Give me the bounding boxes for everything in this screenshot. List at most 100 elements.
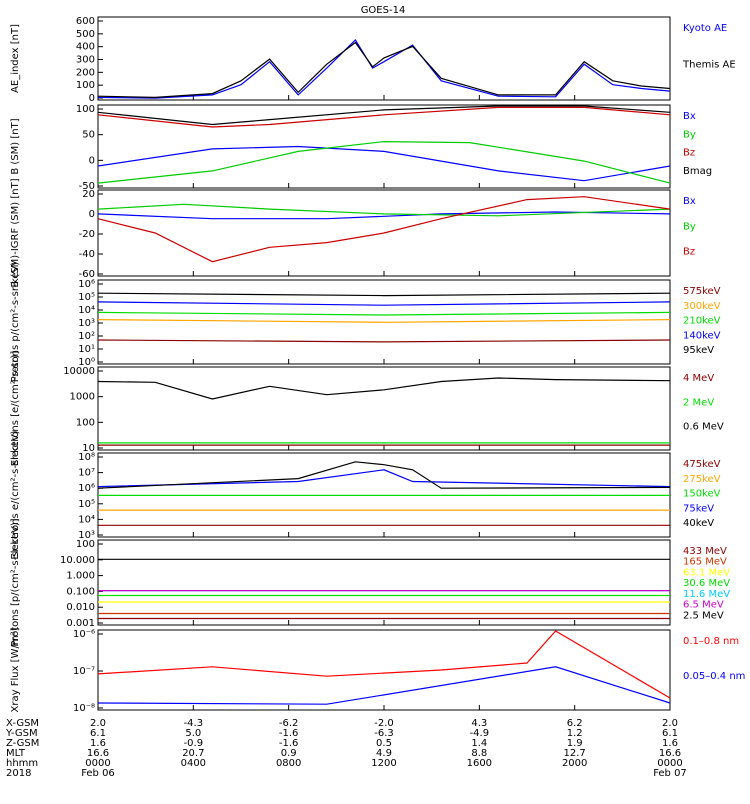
legend-entry-3-0: 575keV [683,286,721,297]
panel-7-ytick-label: 10⁻⁸ [73,703,95,714]
panel-5-ytick-label: 10⁷ [78,468,95,479]
series-line-3-1 [97,319,671,323]
xaxis-value: 4.3 [471,718,487,729]
panel-ylabel-3: Protons p/(cm²-s-sr-keV) [10,262,21,383]
legend-entry-6-2: 63.1 MeV [683,567,730,578]
panel-4-ytick-label: 10 [82,443,95,454]
xaxis-value: 0000 [657,758,682,769]
panel-ylabel-5: Electrons e/(cm²-s-sr-keV) [10,430,21,559]
xaxis-value: -6.2 [279,718,299,729]
panel-3-ytick-label: 10³ [78,318,95,329]
xaxis-value: 6.2 [567,718,583,729]
legend-entry-3-1: 300keV [683,301,721,312]
series-line-5-4 [97,461,671,489]
xaxis-value: 6.1 [90,728,106,739]
panel-5-ytick-label: 10³ [78,530,95,541]
legend-entry-5-3: 75keV [683,503,714,514]
legend-entry-5-1: 275keV [683,474,721,485]
panel-7-ytick-label: 10⁻⁶ [73,629,95,640]
xaxis-value: Feb 06 [81,768,115,779]
xaxis-value: 6.1 [662,728,678,739]
xaxis-value: -6.3 [374,728,394,739]
xaxis-value: 1.6 [662,738,678,749]
xaxis-value: 1.4 [471,738,487,749]
panel-frame-7 [97,629,671,711]
xaxis-value: 1.6 [90,738,106,749]
panel-6-ytick-label: 0.001 [66,618,95,629]
legend-entry-0-1: Themis AE [682,60,736,71]
panel-0-ytick-label: 400 [76,42,95,53]
xaxis-value: 0.9 [281,748,297,759]
panel-6-ytick-label: 1.000 [66,571,95,582]
panel-ylabel-7: Xray Flux [W/m²] [10,627,21,712]
panel-0-ytick-label: 300 [76,55,95,66]
series-line-0-1 [97,41,671,99]
xaxis-value: -1.6 [279,738,299,749]
panel-0-ytick-label: 600 [76,16,95,27]
panel-2-ytick-label: 20 [82,189,95,200]
legend-entry-3-3: 140keV [683,330,721,341]
panel-6-ytick-label: 10.000 [60,555,95,566]
xaxis-row-label: Z-GSM [6,738,39,749]
panel-0-ytick-label: 200 [76,67,95,78]
panel-6-ytick-label: 100 [76,539,95,550]
legend-entry-4-2: 0.6 MeV [683,422,724,433]
panel-ylabel-2: B (SM)-IGRF (SM) [nT] [10,178,21,287]
panel-2-ytick-label: -20 [79,229,95,240]
panel-1-ytick-label: 100 [76,104,95,115]
panel-0-ytick-label: 500 [76,29,95,40]
panel-1-ytick-label: -50 [79,181,95,192]
series-line-3-4 [97,292,671,297]
legend-entry-6-0: 433 MeV [683,546,727,557]
series-line-1-1 [97,140,671,184]
xaxis-value: 0000 [85,758,110,769]
series-line-1-2 [97,106,671,128]
panel-2-ytick-label: 0 [89,209,95,220]
legend-entry-7-0: 0.1–0.8 nm [683,636,739,647]
series-line-2-2 [97,196,671,263]
legend-entry-5-2: 150keV [683,489,721,500]
series-line-7-1 [97,666,671,705]
legend-entry-5-0: 475keV [683,459,721,470]
panel-3-ytick-label: 10¹ [78,344,95,355]
legend-entry-4-0: 4 MeV [683,373,714,384]
xaxis-value: -2.0 [374,718,394,729]
legend-entry-6-1: 165 MeV [683,557,727,568]
panel-3-ytick-label: 10² [78,331,95,342]
xaxis-value: 2000 [562,758,587,769]
xaxis-value: Feb 07 [653,768,687,779]
series-line-3-0 [97,339,671,343]
xaxis-value: 12.7 [564,748,586,759]
panel-6-ytick-label: 0.100 [66,586,95,597]
xaxis-row-label: MLT [6,748,26,759]
legend-entry-6-6: 2.5 MeV [683,610,724,621]
series-line-1-0 [97,145,671,182]
panel-5-ytick-label: 10⁸ [78,452,95,463]
xaxis-value: 1600 [467,758,492,769]
panel-ylabel-1: B (SM) [nT] [10,118,21,174]
xaxis-row-label: X-GSM [6,718,39,729]
panel-ylabel-0: AE_index [nT] [10,24,21,93]
panel-4-ytick-label: 100 [76,417,95,428]
series-line-5-3 [97,469,671,488]
panel-ylabel-6: Protons [p/(cm²-s-sr-keV)] [10,518,21,646]
series-line-7-0 [97,630,671,699]
legend-entry-1-1: By [683,129,696,140]
series-line-3-3 [97,301,671,306]
panel-frame-6 [97,539,671,626]
legend-entry-0-0: Kyoto AE [683,23,727,34]
legend-entry-5-4: 40keV [683,518,714,529]
panel-3-ytick-label: 10⁶ [78,279,95,290]
xaxis-value: 0400 [181,758,206,769]
xaxis-value: 16.6 [87,748,109,759]
xaxis-value: 20.7 [182,748,204,759]
xaxis-value: 2.0 [662,718,678,729]
legend-entry-6-5: 6.5 MeV [683,600,724,611]
panel-3-ytick-label: 10⁰ [78,357,95,368]
xaxis-value: -4.9 [470,728,490,739]
panel-4-ytick-label: 1000 [70,392,95,403]
legend-entry-1-2: Bz [683,148,695,159]
panel-frame-1 [97,104,671,189]
